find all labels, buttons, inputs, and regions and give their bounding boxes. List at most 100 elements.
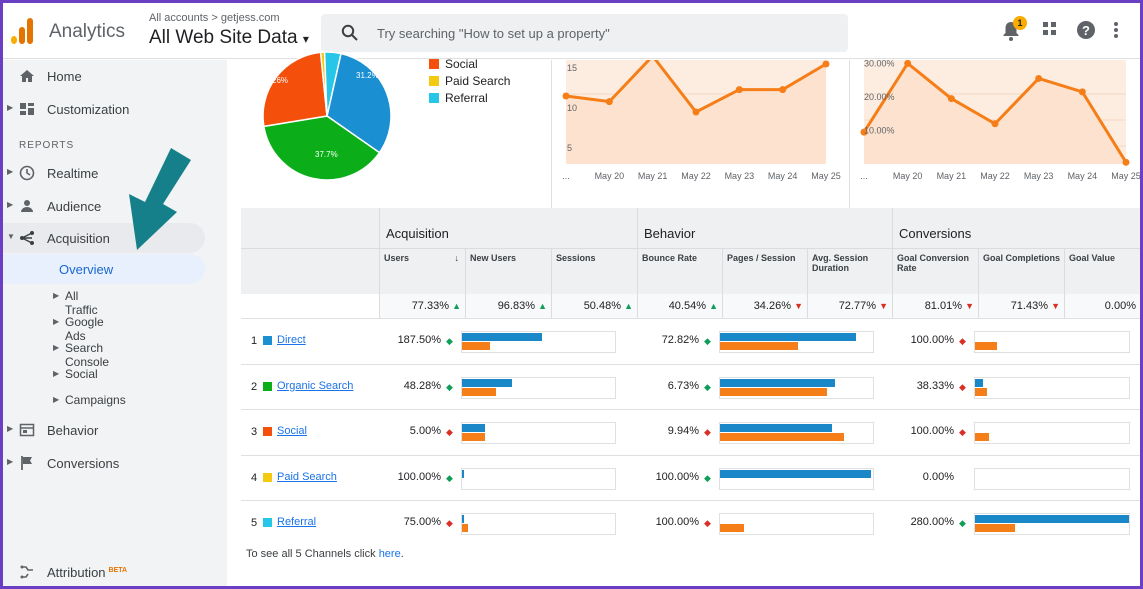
bar-previous (975, 524, 1016, 532)
series-area (566, 56, 826, 164)
analytics-logo-icon[interactable] (11, 18, 35, 44)
metric-value: 9.94% (667, 425, 699, 437)
data-point[interactable] (735, 86, 743, 94)
column-header-pages-session[interactable]: Pages / Session (722, 248, 807, 294)
account-breadcrumb[interactable]: All accounts > getjess.com (149, 12, 280, 24)
pie-slice-direct[interactable] (326, 52, 392, 154)
column-header-sessions[interactable]: Sessions (551, 248, 637, 294)
total-cell: 34.26% ▼ (722, 294, 807, 318)
column-header-users[interactable]: Users ↓ (379, 248, 465, 294)
see-all-channels-link[interactable]: here (378, 548, 401, 560)
bar-current (720, 333, 857, 341)
sidebar-item-customization[interactable]: ▶ Customization (3, 94, 227, 124)
trend-up-icon: ▲ (538, 301, 547, 311)
total-value: 0.00% (1104, 300, 1136, 312)
bar-cell (974, 331, 1130, 353)
data-point[interactable] (605, 98, 613, 106)
channel-link[interactable]: Social (277, 425, 307, 437)
x-tick-label: May 20 (893, 171, 923, 181)
search-placeholder: Try searching "How to set up a property" (377, 26, 610, 41)
line-chart-1[interactable]: ... May 20 May 21 May 22 May 23 May 24 May 25 5… (552, 52, 852, 208)
sidebar-item-audience[interactable]: ▶ Audience (3, 191, 227, 221)
metric-value: 38.33% (916, 379, 954, 392)
data-point[interactable] (860, 128, 868, 136)
bar-previous (462, 524, 469, 532)
sidebar-item-attribution[interactable]: Attribution BETA (3, 557, 227, 586)
channel-link[interactable]: Referral (277, 516, 317, 528)
expand-caret-icon: ▶ (7, 457, 14, 466)
channel-link[interactable]: Direct (277, 334, 306, 346)
data-point[interactable] (991, 120, 999, 128)
data-point[interactable] (1035, 74, 1043, 82)
channel-link[interactable]: Organic Search (277, 379, 354, 392)
sidebar-item-label: Home (47, 69, 82, 84)
expand-caret-icon: ▶ (53, 343, 60, 352)
y-tick-label: 5 (567, 143, 572, 153)
x-tick-label: May 23 (725, 171, 755, 181)
search-icon (341, 24, 358, 41)
data-point[interactable] (1078, 88, 1086, 96)
bar-current (462, 424, 485, 432)
column-header-avg-session-duration[interactable]: Avg. Session Duration (807, 248, 892, 294)
dashboard-icon (20, 103, 34, 115)
bar-previous (975, 342, 997, 350)
pie-slice-referral[interactable] (323, 51, 342, 117)
traffic-pie-chart[interactable] (259, 48, 395, 184)
data-point[interactable] (947, 95, 955, 103)
bar-previous (975, 387, 988, 396)
bar-cell (719, 422, 874, 444)
more-vert-icon[interactable] (1111, 20, 1133, 42)
bar-previous (462, 342, 490, 350)
bar-cell (719, 467, 874, 490)
expand-caret-icon: ▶ (7, 103, 14, 112)
data-point[interactable] (1122, 158, 1130, 166)
apps-grid-icon[interactable] (1041, 20, 1063, 42)
home-icon (20, 70, 34, 82)
column-header-goal-completions[interactable]: Goal Completions (978, 248, 1064, 294)
sidebar-item-acquisition[interactable]: ▼ Acquisition (3, 223, 205, 253)
sidebar-item-label: Realtime (47, 166, 99, 181)
data-point[interactable] (692, 108, 700, 116)
total-value: 77.33% (411, 300, 449, 312)
legend-swatch (429, 76, 439, 86)
help-icon[interactable]: ? (1076, 20, 1098, 42)
bar-cell (974, 513, 1130, 535)
column-header-bounce-rate[interactable]: Bounce Rate (637, 248, 722, 294)
attribution-label: Attribution (47, 565, 106, 580)
total-cell: 77.33% ▲ (379, 294, 465, 318)
column-header-label: New Users (470, 253, 517, 263)
sidebar-item-home[interactable]: Home (3, 61, 227, 91)
column-header-new-users[interactable]: New Users (465, 248, 551, 294)
pie-slice-organic-search[interactable] (262, 115, 381, 181)
total-value: 71.43% (1010, 300, 1048, 312)
row-index: 4 (251, 471, 258, 484)
metric-value: 100.00% (910, 334, 954, 346)
behavior-icon (19, 423, 35, 437)
sidebar-item-overview[interactable]: Overview (3, 254, 205, 284)
metric-value: 48.28% (403, 379, 441, 392)
view-selector[interactable]: All Web Site Data ▾ (149, 27, 309, 49)
column-header-goal-value[interactable]: Goal Value (1064, 248, 1140, 294)
data-point[interactable] (822, 60, 830, 68)
notifications-bell-icon[interactable]: 1 (1001, 16, 1027, 42)
data-point[interactable] (779, 86, 787, 94)
line-chart-2[interactable]: ... May 20 May 21 May 22 May 23 May 24 May 25 1… (850, 58, 1141, 208)
x-tick-label: May 22 (980, 171, 1010, 181)
x-tick-label: May 23 (1024, 171, 1054, 181)
sidebar-item-behavior[interactable]: ▶ Behavior (3, 415, 227, 445)
metric-value: 6.73% (667, 379, 699, 392)
pie-slice-social[interactable] (262, 51, 328, 128)
data-point[interactable] (562, 92, 570, 100)
data-point[interactable] (904, 59, 912, 67)
bar-cell (974, 467, 1130, 490)
sidebar-item-conversions[interactable]: ▶ Conversions (3, 448, 227, 478)
sidebar-item-realtime[interactable]: ▶ Realtime (3, 158, 227, 188)
bar-previous (720, 524, 745, 532)
channel-link[interactable]: Paid Search (277, 470, 337, 483)
column-header-goal-conversion-rate[interactable]: Goal Conversion Rate (892, 248, 978, 294)
row-index: 1 (251, 335, 258, 347)
channel-color-swatch (263, 427, 272, 436)
row-index: 2 (251, 380, 258, 393)
search-bar[interactable]: Try searching "How to set up a property" (321, 14, 848, 52)
app-name[interactable]: Analytics (49, 21, 126, 42)
